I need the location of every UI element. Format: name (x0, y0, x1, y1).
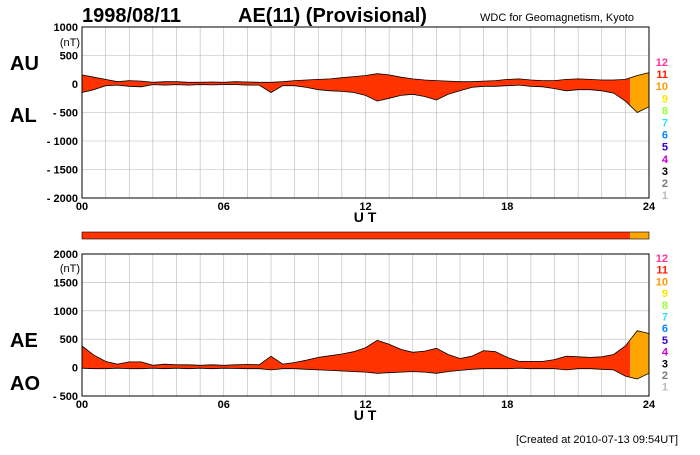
au-al-frame (81, 26, 650, 199)
legend-item-5: 5 (662, 335, 668, 347)
legend-item-11: 11 (656, 69, 668, 81)
station-count-bar (81, 231, 650, 240)
al-side-label: AL (10, 105, 37, 127)
ae-ao-unit-label: (nT) (60, 263, 80, 275)
date-label: 1998/08/11 (82, 5, 181, 27)
series-line-al (81, 84, 650, 113)
au-al-x-tick-label: 18 (501, 201, 513, 213)
page-title: AE(11) (Provisional) (238, 5, 427, 27)
ae-ao-panel: 2000 1500 1000 500 0 - 500 00 06 12 18 24 (nT) U … (10, 249, 656, 423)
au-al-x-tick-label: 00 (76, 201, 88, 213)
legend-item-1: 1 (662, 190, 668, 202)
ae-ao-y-tick-label: 1000 (54, 306, 78, 318)
ae-ao-y-tick-label: 500 (60, 334, 78, 346)
au-al-x-tick-label: 12 (359, 201, 371, 213)
ae-ao-y-tick-label: 1500 (54, 277, 78, 289)
legend-item-4: 4 (662, 154, 669, 166)
ae-ao-y-tick-label: - 500 (53, 391, 78, 403)
created-timestamp: [Created at 2010-07-13 09:54UT] (516, 434, 678, 446)
legend-item-7: 7 (662, 312, 668, 324)
ae-ao-x-tick-label: 06 (218, 399, 230, 411)
au-al-unit-label: (nT) (60, 37, 80, 49)
ae-side-label: AE (10, 330, 38, 352)
au-side-label: AU (10, 53, 39, 75)
legend-item-4: 4 (662, 347, 669, 359)
legend-item-10: 10 (656, 81, 668, 93)
ae-ao-frame (81, 253, 650, 397)
au-al-x-axis-label: U T (354, 209, 377, 225)
legend-item-11: 11 (656, 265, 668, 277)
legend-item-8: 8 (662, 105, 668, 117)
ae-ao-grid (82, 254, 649, 396)
legend-item-1: 1 (662, 382, 668, 394)
au-al-x-tick-label: 24 (643, 201, 656, 213)
au-al-y-ticks: 1000 500 0 - 500 - 1000 - 1500 - 2000 (47, 22, 78, 205)
station-bar-frame (81, 231, 650, 240)
au-al-x-tick-label: 06 (218, 201, 230, 213)
au-al-y-tick-label: - 1500 (47, 165, 78, 177)
au-al-x-ticks: 00 06 12 18 24 (76, 201, 656, 213)
series-line-ao (81, 367, 650, 380)
ae-ao-x-axis-label: U T (354, 407, 377, 423)
legend-item-9: 9 (662, 93, 668, 105)
au-al-y-tick-label: - 2000 (47, 193, 78, 205)
legend-item-10: 10 (656, 276, 668, 288)
ae-ao-x-tick-label: 18 (501, 399, 513, 411)
au-al-panel: 1000 500 0 - 500 - 1000 - 1500 - 2000 00 06 12 18… (10, 22, 656, 225)
ae-ao-area-segment (630, 330, 649, 379)
au-al-y-tick-label: 0 (72, 79, 78, 91)
ae-ao-x-ticks: 00 06 12 18 24 (76, 399, 656, 411)
ae-ao-x-tick-label: 12 (359, 399, 371, 411)
series-line-au (81, 72, 650, 83)
au-al-y-tick-label: 1000 (54, 22, 78, 34)
au-al-grid (82, 27, 649, 198)
legend-item-8: 8 (662, 300, 668, 312)
station-bar-segment (82, 232, 631, 239)
ae-ao-x-tick-label: 00 (76, 399, 88, 411)
legend-item-7: 7 (662, 118, 668, 130)
ae-ao-y-tick-label: 0 (72, 363, 78, 375)
legend-item-3: 3 (662, 358, 668, 370)
legend-item-5: 5 (662, 142, 668, 154)
source-label: WDC for Geomagnetism, Kyoto (480, 12, 634, 24)
legend-item-12: 12 (656, 253, 668, 265)
legend-item-6: 6 (662, 130, 668, 142)
ae-ao-y-ticks: 2000 1500 1000 500 0 - 500 (53, 249, 78, 403)
legend-item-2: 2 (662, 370, 668, 382)
legend-item-12: 12 (656, 57, 668, 69)
ae-ao-area-segment (82, 330, 631, 379)
ae-ao-y-tick-label: 2000 (54, 249, 78, 261)
station-bar-segment (630, 232, 649, 239)
ao-side-label: AO (10, 373, 40, 395)
legend-item-9: 9 (662, 288, 668, 300)
legend-item-6: 6 (662, 323, 668, 335)
series-line-ae (81, 330, 650, 366)
au-al-y-tick-label: - 500 (53, 108, 78, 120)
ae-ao-x-tick-label: 24 (643, 399, 656, 411)
au-al-area-segment (630, 72, 649, 113)
au-al-y-tick-label: 500 (60, 51, 78, 63)
au-al-y-tick-label: - 1000 (47, 136, 78, 148)
legend-item-2: 2 (662, 178, 668, 190)
legend-item-3: 3 (662, 166, 668, 178)
